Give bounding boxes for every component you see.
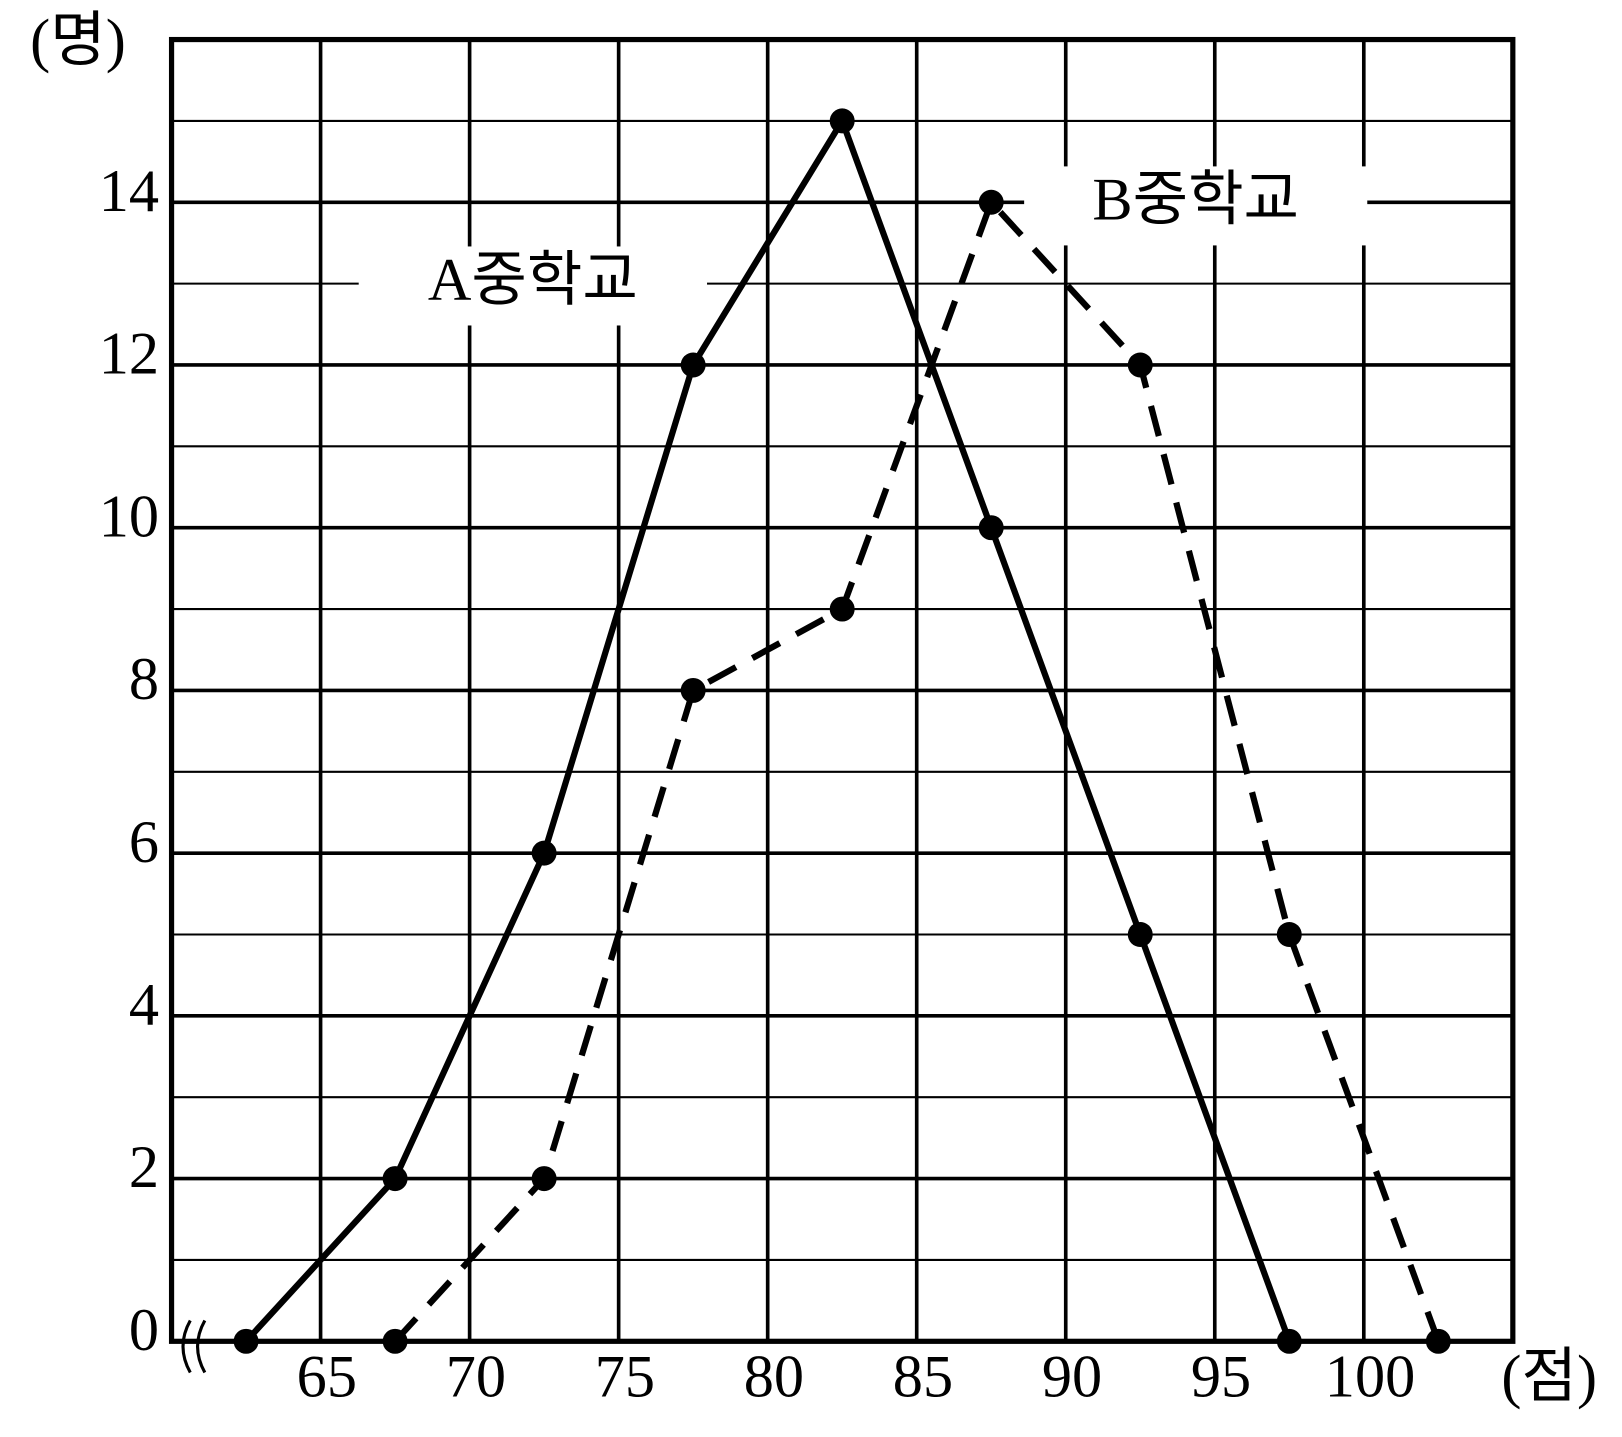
- data-point: [1276, 922, 1302, 947]
- y-tick-label: 14: [99, 158, 159, 225]
- x-tick-label: 75: [595, 1344, 655, 1411]
- series-label: A중학교: [428, 247, 638, 314]
- y-tick-label: 0: [129, 1297, 159, 1364]
- data-point: [680, 352, 706, 378]
- data-point: [531, 1166, 557, 1192]
- x-tick-label: 95: [1191, 1344, 1251, 1411]
- y-axis-label: (명): [30, 8, 126, 75]
- data-point: [829, 108, 855, 134]
- y-tick-label: 4: [129, 972, 159, 1039]
- series-line: [243, 113, 1293, 1344]
- data-point: [1127, 922, 1153, 947]
- label-background: [1024, 166, 1368, 246]
- plot-frame: [168, 36, 1516, 1344]
- x-axis-label: (점): [1501, 1344, 1597, 1411]
- data-point: [978, 189, 1004, 215]
- series-label: B중학교: [1092, 167, 1299, 234]
- data-point: [1425, 1328, 1451, 1354]
- data-point: [680, 677, 706, 703]
- data-point: [829, 596, 855, 622]
- y-tick-label: 12: [99, 321, 159, 388]
- y-tick-label: 6: [129, 809, 159, 876]
- data-point: [382, 1166, 408, 1192]
- data-point: [382, 1328, 408, 1354]
- y-tick-label: 10: [99, 483, 159, 550]
- data-point: [531, 840, 557, 866]
- axis-break: [181, 1319, 207, 1374]
- x-tick-label: 80: [744, 1344, 804, 1411]
- data-point: [1276, 1328, 1302, 1354]
- series-line: [392, 196, 1442, 1344]
- x-tick-label: 85: [893, 1344, 953, 1411]
- y-tick-label: 2: [129, 1134, 159, 1201]
- y-tick-label: 8: [129, 646, 159, 713]
- x-tick-label: 65: [297, 1344, 357, 1411]
- x-tick-label: 100: [1325, 1344, 1415, 1411]
- label-background: [358, 246, 708, 326]
- data-point: [1127, 352, 1153, 378]
- x-tick-label: 90: [1042, 1344, 1102, 1411]
- data-point: [978, 515, 1004, 541]
- x-tick-label: 70: [446, 1344, 506, 1411]
- data-point: [233, 1328, 259, 1354]
